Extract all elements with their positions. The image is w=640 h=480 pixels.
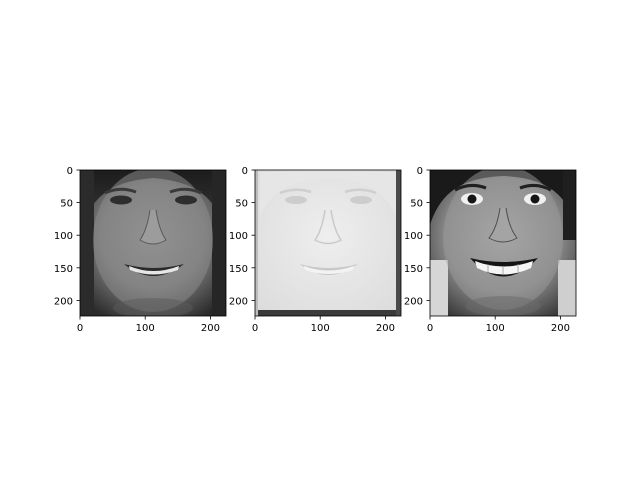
face-image-2 bbox=[255, 170, 401, 316]
x-tick-label: 0 bbox=[77, 323, 83, 334]
image-panel-2: 0 50 100 150 200 0 100 200 bbox=[229, 166, 402, 334]
x-tick-label: 100 bbox=[136, 323, 155, 334]
axis-ticks-2 bbox=[251, 169, 386, 320]
x-tick-label: 100 bbox=[486, 323, 505, 334]
axis-ticks-1 bbox=[76, 169, 211, 320]
x-tick-label: 200 bbox=[551, 323, 570, 334]
y-tick-label: 100 bbox=[54, 231, 73, 242]
image-panel-1: 0 50 100 150 200 0 100 200 bbox=[54, 166, 227, 334]
y-tick-label: 200 bbox=[54, 296, 73, 307]
y-tick-label: 150 bbox=[229, 264, 248, 275]
x-tick-label: 200 bbox=[376, 323, 395, 334]
y-tick-label: 100 bbox=[404, 231, 423, 242]
x-tick-label: 200 bbox=[201, 323, 220, 334]
axes-frame-2 bbox=[254, 169, 402, 317]
axis-ticks-3 bbox=[426, 169, 561, 320]
face-image-3 bbox=[430, 170, 576, 316]
x-tick-label: 0 bbox=[252, 323, 258, 334]
y-tick-label: 0 bbox=[417, 166, 423, 177]
y-tick-label: 200 bbox=[404, 296, 423, 307]
axes-frame-3 bbox=[429, 169, 577, 317]
image-panel-3: 0 50 100 150 200 0 100 200 bbox=[404, 166, 577, 334]
y-tick-label: 50 bbox=[235, 199, 248, 210]
y-tick-label: 200 bbox=[229, 296, 248, 307]
y-tick-label: 150 bbox=[404, 264, 423, 275]
axes-frame-1 bbox=[79, 169, 227, 317]
x-tick-label: 100 bbox=[311, 323, 330, 334]
y-tick-label: 0 bbox=[67, 166, 73, 177]
y-tick-label: 100 bbox=[229, 231, 248, 242]
face-image-1 bbox=[80, 170, 226, 316]
y-tick-label: 150 bbox=[54, 264, 73, 275]
y-tick-label: 0 bbox=[242, 166, 248, 177]
y-tick-label: 50 bbox=[60, 199, 73, 210]
y-tick-label: 50 bbox=[410, 199, 423, 210]
x-tick-label: 0 bbox=[427, 323, 433, 334]
